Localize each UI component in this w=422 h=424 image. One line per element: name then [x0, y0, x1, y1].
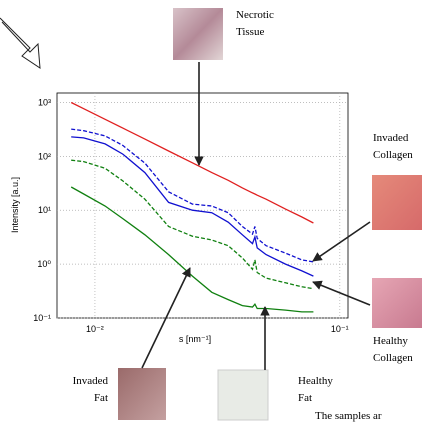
annotation: Fat	[94, 392, 108, 404]
annotation: Tissue	[236, 26, 264, 38]
figure: 10⁻¹ 10⁰ 10¹ 10² 10³ 10⁻² 10⁻¹ s [nm⁻¹] Intensi…	[0, 0, 422, 424]
plot: 10⁻¹ 10⁰ 10¹ 10² 10³ 10⁻² 10⁻¹	[33, 93, 348, 334]
tissue-image	[372, 278, 422, 328]
annotation: Fat	[298, 392, 312, 404]
x-tick-label: 10⁻¹	[331, 324, 349, 334]
corner-arrow	[0, 18, 40, 68]
annotation: Invaded	[373, 132, 409, 144]
x-tick-label: 10⁻²	[86, 324, 104, 334]
tissue-image	[372, 175, 422, 230]
annotation: Collagen	[373, 149, 413, 161]
x-axis-label: s [nm⁻¹]	[179, 334, 211, 344]
y-axis-label: Intensity [a.u.]	[10, 177, 20, 233]
y-tick-label: 10⁻¹	[33, 313, 51, 323]
data-line	[71, 160, 313, 289]
annotation: Collagen	[373, 352, 413, 364]
annotation: The samples ar	[315, 410, 382, 422]
arrow	[313, 282, 370, 305]
y-tick-label: 10³	[38, 97, 51, 107]
y-tick-label: 10⁰	[37, 259, 51, 269]
tissue-image	[173, 8, 223, 60]
data-line	[71, 129, 313, 262]
annotation: Healthy	[298, 375, 333, 387]
annotation: Necrotic	[236, 9, 274, 21]
y-tick-label: 10¹	[38, 205, 51, 215]
data-line	[71, 103, 313, 224]
page: 10⁻¹ 10⁰ 10¹ 10² 10³ 10⁻² 10⁻¹ s [nm⁻¹] Intensi…	[0, 0, 422, 424]
arrow	[313, 222, 370, 261]
tissue-image	[218, 370, 268, 420]
annotation: Invaded	[73, 375, 109, 387]
data-line	[71, 137, 313, 276]
y-tick-label: 10²	[38, 151, 51, 161]
tissue-image	[118, 368, 166, 420]
annotation: Healthy	[373, 335, 408, 347]
